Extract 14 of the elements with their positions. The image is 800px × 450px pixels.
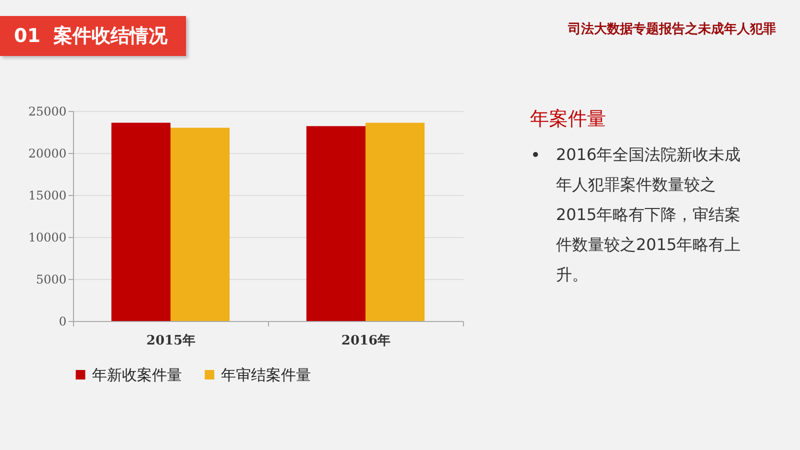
y-tick-label: 10000 — [28, 230, 66, 244]
legend-label: 年新收案件量 — [92, 366, 182, 384]
x-tick-label: 2016年 — [341, 334, 391, 348]
legend-label: 年审结案件量 — [221, 366, 311, 384]
text: 司法大数据专题报告之未成年人犯罪 — [568, 20, 776, 38]
text: 2016年全国法院新收未成年人犯罪案件数量较之2015年略有下降，审结案件数量较之2015年略有上升。 — [556, 144, 742, 286]
x-tick-label: 2015年 — [146, 334, 196, 348]
text: 年案件量 — [530, 107, 606, 132]
y-tick-label: 15000 — [28, 188, 66, 202]
y-tick-label: 0 — [58, 314, 66, 328]
y-tick-label: 25000 — [28, 104, 66, 118]
chart-title: 01 案件收结情况 — [0, 16, 186, 56]
y-tick-label: 20000 — [28, 146, 66, 160]
y-tick-label: 5000 — [36, 272, 66, 286]
